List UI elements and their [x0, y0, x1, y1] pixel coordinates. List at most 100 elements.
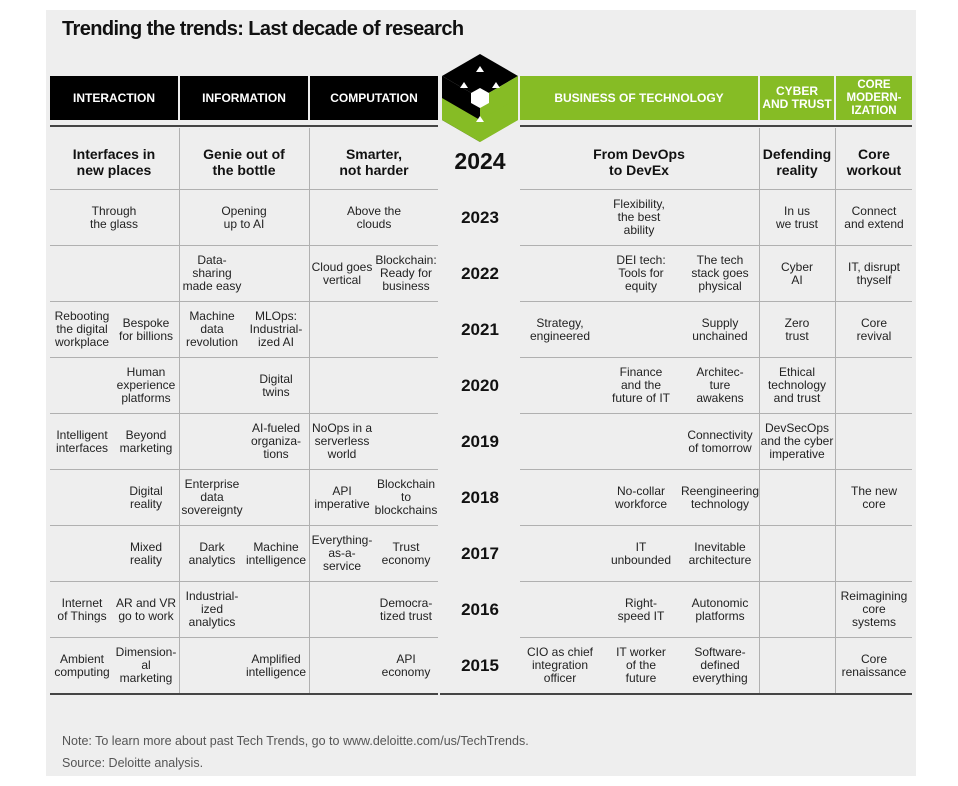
trend-cell: DEI tech: Tools for equity — [616, 253, 666, 293]
trend-cell: IT, disrupt thyself — [847, 259, 901, 287]
column-divider — [309, 128, 310, 693]
trend-cell: AI-fueled organiza- tions — [250, 421, 302, 461]
column-divider — [759, 128, 760, 693]
trend-cell: MLOps: Industrial- ized AI — [249, 309, 303, 349]
trend-cell: Cloud goes vertical — [311, 259, 373, 287]
trend-cell: Machine data revolution — [185, 309, 239, 349]
trend-cell: Right- speed IT — [617, 595, 665, 623]
hexagon-cube-logo-icon — [442, 54, 518, 142]
trend-cell: Inevitable architecture — [688, 539, 752, 567]
header-information: INFORMATION — [180, 76, 308, 120]
source-note: Source: Deloitte analysis. — [62, 756, 204, 770]
row-divider — [520, 413, 912, 414]
header-computation: COMPUTATION — [310, 76, 438, 120]
row-divider — [440, 693, 520, 695]
trend-cell: Beyond marketing — [119, 427, 173, 455]
row-divider — [50, 189, 438, 190]
year-label: 2019 — [461, 431, 499, 451]
trend-cell: Connectivity of tomorrow — [687, 427, 753, 455]
trend-cell: Architec- ture awakens — [696, 365, 744, 405]
trend-cell: Cyber AI — [780, 259, 813, 287]
trend-cell: Internet of Things — [57, 595, 107, 623]
trend-cell: The new core — [850, 483, 898, 511]
header-interaction: INTERACTION — [50, 76, 178, 120]
trend-cell: Data- sharing made easy — [182, 253, 242, 293]
trend-cell: IT worker of the future — [616, 645, 666, 685]
trend-cell: No-collar workforce — [614, 483, 667, 511]
trend-cell: Industrial- ized analytics — [185, 589, 239, 629]
year-label: 2022 — [461, 263, 499, 283]
row-divider — [50, 525, 438, 526]
trend-cell: Above the clouds — [346, 203, 402, 231]
row-divider — [520, 525, 912, 526]
page-title: Trending the trends: Last decade of rese… — [62, 18, 464, 40]
trend-cell: Rebooting the digital workplace — [54, 309, 110, 349]
trend-cell: Defending reality — [762, 145, 832, 178]
trend-cell: IT unbounded — [610, 539, 672, 567]
year-label: 2016 — [461, 599, 499, 619]
trend-cell: AR and VR go to work — [115, 595, 177, 623]
trend-cell: CIO as chief integration officer — [526, 645, 594, 685]
row-divider — [520, 469, 912, 470]
trend-cell: Enterprise data sovereignty — [181, 477, 243, 517]
trend-cell: Ethical technology and trust — [767, 365, 827, 405]
trend-cell: Blockchain: Ready for business — [375, 253, 437, 293]
footnote: Note: To learn more about past Tech Tren… — [62, 734, 529, 748]
row-divider — [520, 693, 912, 695]
trend-cell: Software- defined everything — [692, 645, 748, 685]
trend-cell: Reimagining core systems — [840, 589, 908, 629]
trend-cell: Digital twins — [259, 371, 293, 399]
row-divider — [50, 637, 438, 638]
trend-cell: Dark analytics — [188, 539, 236, 567]
trend-cell: Ambient computing — [54, 651, 110, 679]
row-divider — [520, 125, 912, 127]
row-divider — [50, 693, 438, 695]
column-divider — [179, 128, 180, 693]
trend-cell: Intelligent interfaces — [55, 427, 109, 455]
trend-cell: API economy — [381, 651, 431, 679]
row-divider — [50, 125, 438, 127]
header-cyber-and-trust: CYBER AND TRUST — [760, 76, 834, 120]
row-divider — [50, 581, 438, 582]
trend-cell: Through the glass — [89, 203, 139, 231]
trend-cell: Core workout — [846, 145, 902, 178]
row-divider — [520, 357, 912, 358]
trend-cell: Core renaissance — [841, 651, 907, 679]
year-label: 2017 — [461, 543, 499, 563]
trend-cell: Mixed reality — [129, 539, 162, 567]
trend-cell: Connect and extend — [844, 203, 904, 231]
row-divider — [50, 357, 438, 358]
trend-cell: Trust economy — [381, 539, 431, 567]
year-label: 2024 — [454, 148, 506, 174]
trend-cell: NoOps in a serverless world — [311, 421, 373, 461]
row-divider — [520, 637, 912, 638]
column-divider — [835, 128, 836, 693]
year-label: 2023 — [461, 207, 499, 227]
row-divider — [50, 245, 438, 246]
trend-cell: Core revival — [856, 315, 892, 343]
trend-cell: Democra- tized trust — [379, 595, 433, 623]
trend-cell: From DevOps to DevEx — [593, 145, 685, 178]
row-divider — [50, 469, 438, 470]
trend-cell: In us we trust — [775, 203, 818, 231]
trend-cell: Finance and the future of IT — [611, 365, 671, 405]
trend-cell: Blockchain to blockchains — [374, 477, 438, 517]
year-label: 2020 — [461, 375, 499, 395]
trend-cell: Machine intelligence — [245, 539, 307, 567]
row-divider — [50, 301, 438, 302]
row-divider — [50, 413, 438, 414]
header-core-modernization: CORE MODERN- IZATION — [836, 76, 912, 120]
trend-cell: Strategy, engineered — [529, 315, 591, 343]
trend-cell: Digital reality — [129, 483, 163, 511]
trend-cell: API imperative — [314, 483, 370, 511]
trend-cell: Human experience platforms — [116, 365, 176, 405]
trend-cell: Dimension- al marketing — [115, 645, 177, 685]
header-business-of-technology: BUSINESS OF TECHNOLOGY — [520, 76, 758, 120]
year-label: 2021 — [461, 319, 499, 339]
row-divider — [520, 189, 912, 190]
trend-cell: Bespoke for billions — [118, 315, 174, 343]
trend-cell: Reengineering technology — [680, 483, 760, 511]
trend-cell: Smarter, not harder — [339, 145, 409, 178]
trend-cell: Autonomic platforms — [691, 595, 749, 623]
trend-cell: Genie out of the bottle — [203, 145, 285, 178]
